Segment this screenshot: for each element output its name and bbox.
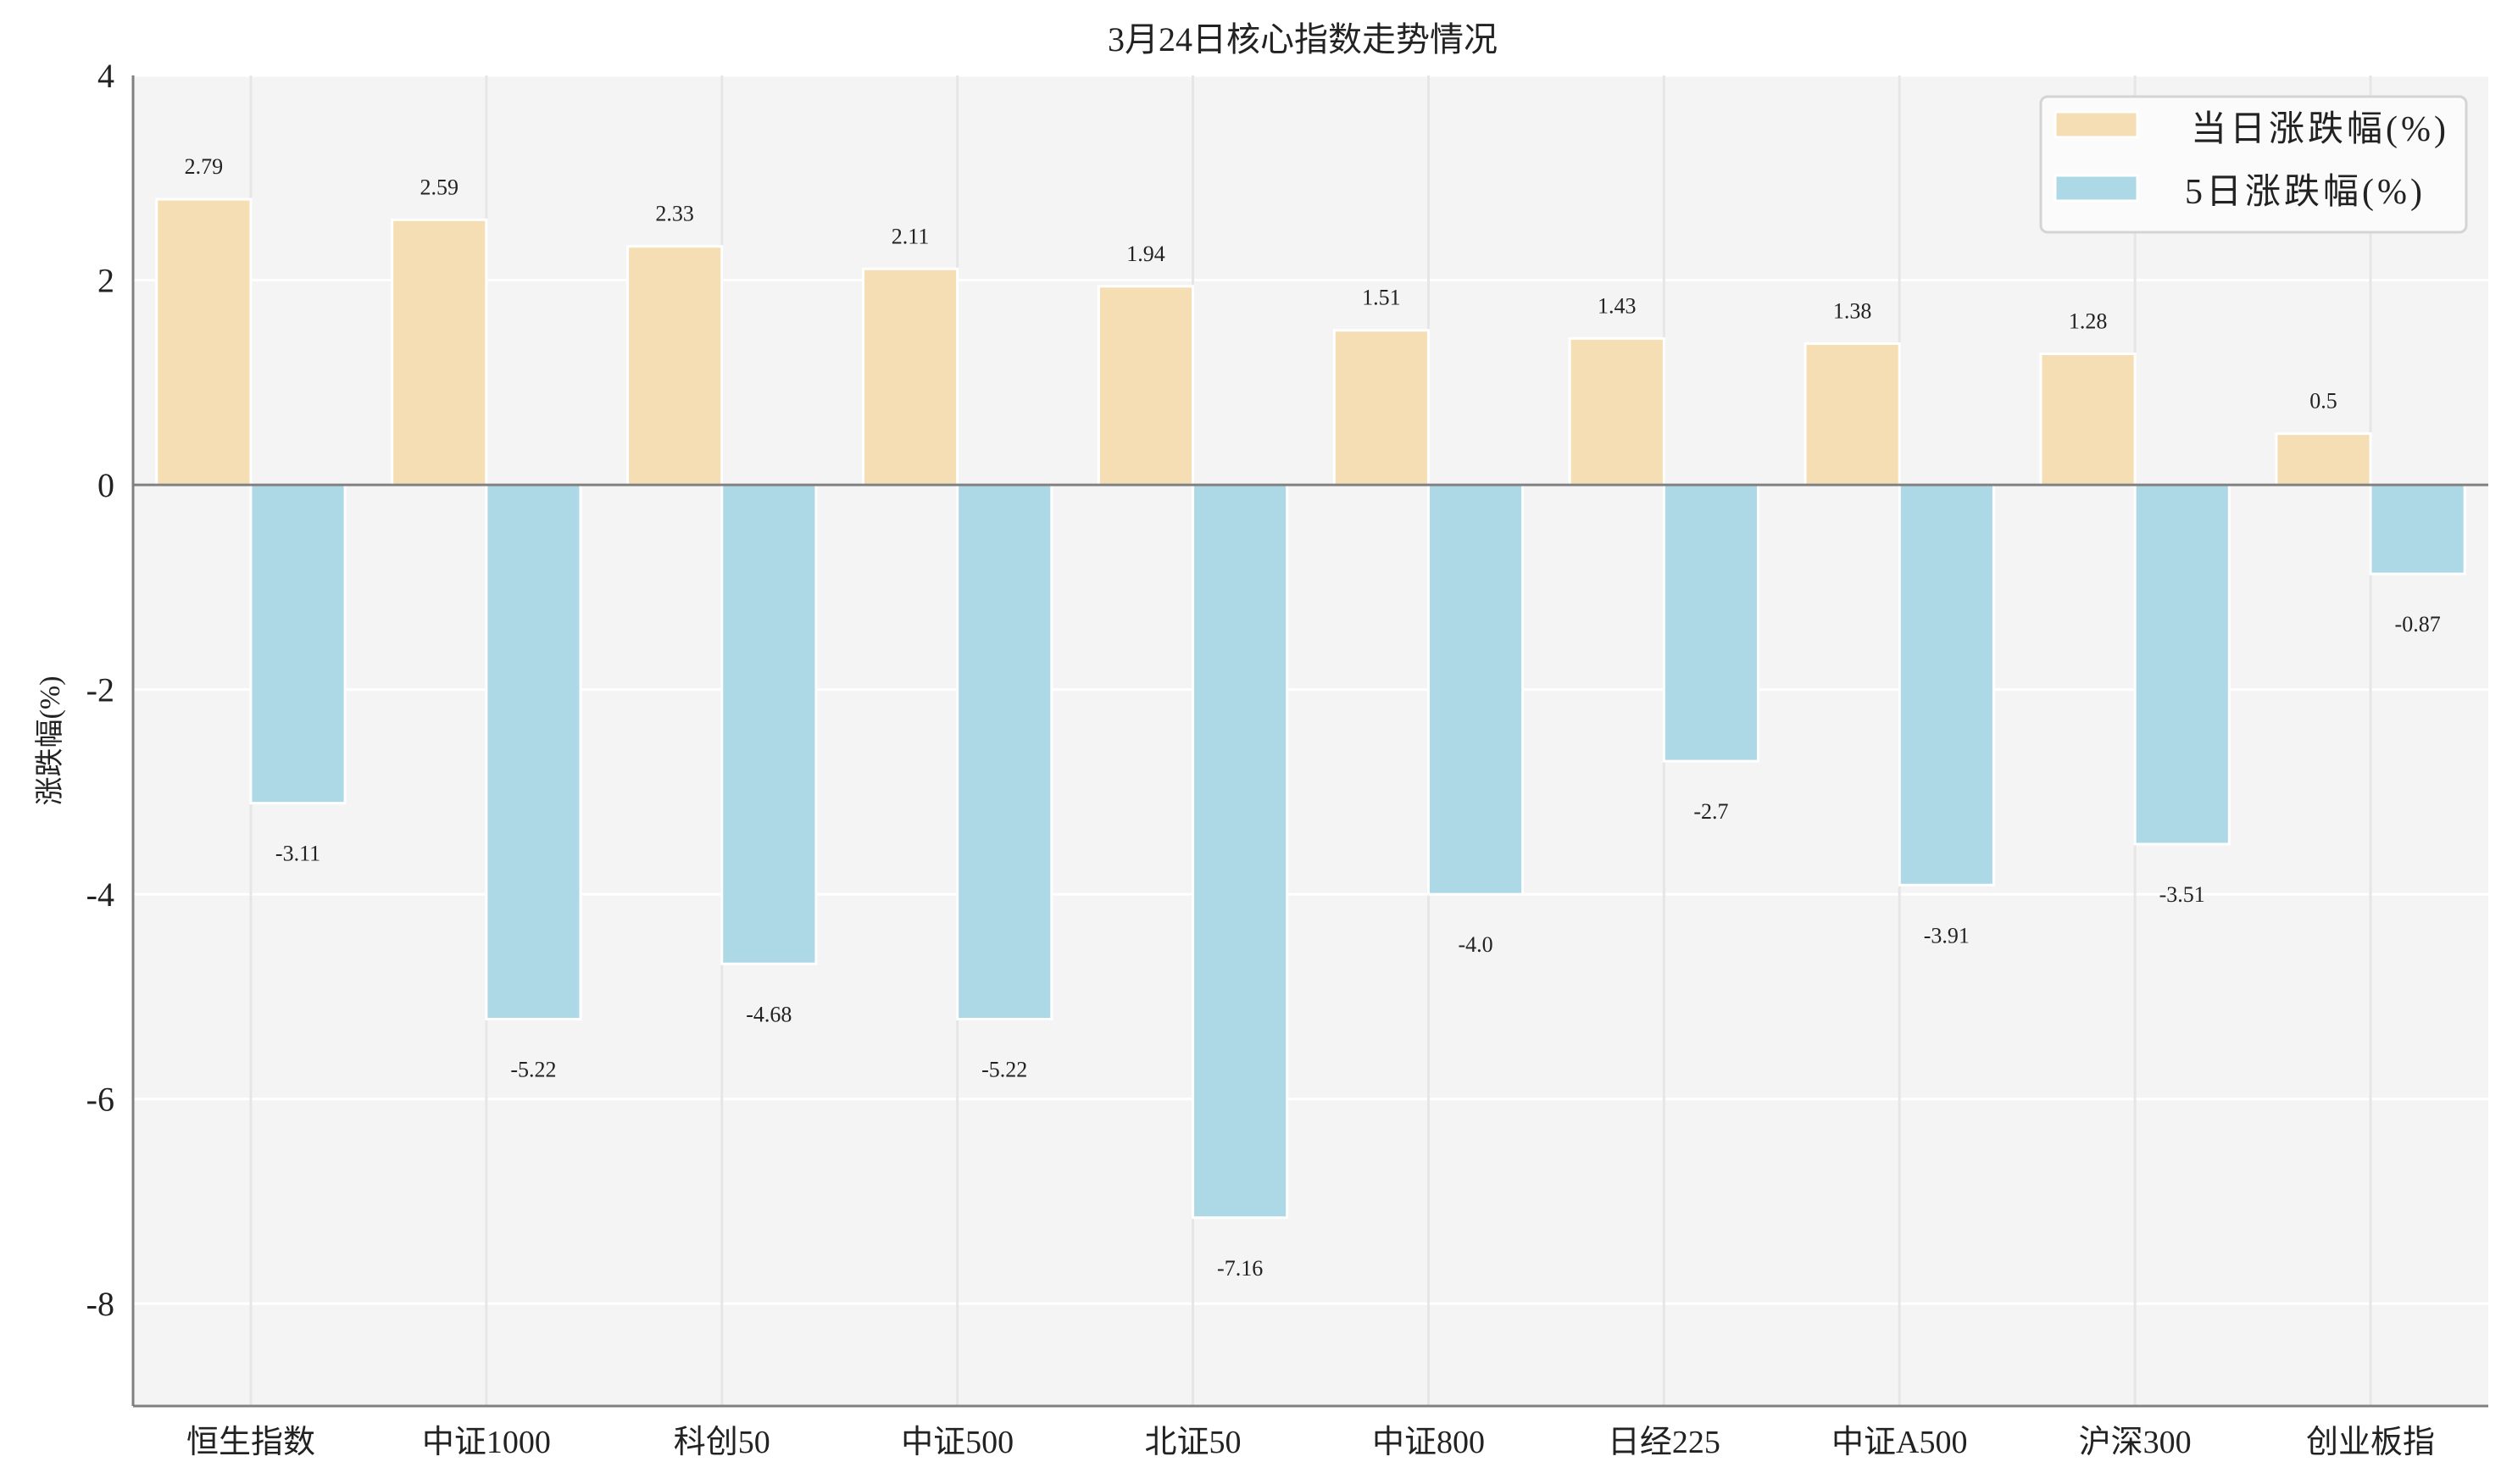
bar-day-change bbox=[391, 218, 488, 486]
y-tick-label: -4 bbox=[86, 875, 114, 914]
data-label: -2.7 bbox=[1693, 799, 1728, 824]
bar-5day-change bbox=[2369, 483, 2466, 575]
x-tick-label: 中证800 bbox=[1372, 1425, 1485, 1460]
data-label: 2.79 bbox=[185, 154, 224, 179]
data-label: 1.43 bbox=[1598, 293, 1637, 318]
data-label: 2.59 bbox=[420, 175, 459, 199]
data-label: -3.11 bbox=[275, 842, 320, 866]
y-tick-label: -2 bbox=[86, 671, 114, 709]
data-label: -5.22 bbox=[510, 1057, 556, 1081]
chart-title: 3月24日核心指数走势情况 bbox=[1108, 20, 1498, 58]
legend-label-5day: 5日涨跌幅(%) bbox=[2185, 173, 2426, 212]
data-label: -3.51 bbox=[2159, 882, 2205, 907]
legend-swatch-day bbox=[2054, 110, 2139, 139]
x-tick-label: 沪深300 bbox=[2079, 1425, 2192, 1460]
y-axis-label: 涨跌幅(%) bbox=[34, 676, 66, 806]
bars bbox=[155, 197, 2466, 1220]
bar-day-change bbox=[861, 267, 959, 486]
bar-5day-change bbox=[1898, 483, 1995, 887]
bar-5day-change bbox=[485, 483, 582, 1020]
bar-day-change bbox=[1803, 342, 1901, 486]
x-tick-label: 创业板指 bbox=[2306, 1425, 2435, 1460]
x-tick-label: 科创50 bbox=[674, 1425, 770, 1460]
bar-5day-change bbox=[1426, 483, 1525, 896]
bar-5day-change bbox=[2133, 483, 2231, 846]
bar-day-change bbox=[1568, 336, 1665, 486]
data-label: 1.28 bbox=[2069, 308, 2108, 333]
data-label: 0.5 bbox=[2309, 389, 2337, 414]
bar-day-change bbox=[2275, 432, 2372, 486]
x-tick-label: 中证500 bbox=[901, 1425, 1014, 1460]
data-label: -3.91 bbox=[1924, 923, 1970, 948]
x-tick-label: 北证50 bbox=[1145, 1425, 1242, 1460]
bar-5day-change bbox=[956, 483, 1053, 1020]
data-label: 2.33 bbox=[655, 202, 694, 226]
data-label: 1.51 bbox=[1362, 286, 1401, 310]
bar-day-change bbox=[155, 197, 253, 486]
legend: 当日涨跌幅(%) 5日涨跌幅(%) bbox=[2039, 95, 2468, 234]
axes: 4 2 0 -2 -4 -6 -8 恒生指数 中证1000 科创50 中证500 北证50 中证800 日… bbox=[86, 57, 2488, 1460]
data-labels: 2.79 2.59 2.33 2.11 1.94 1.51 1.43 1.38 1.28 0.5 -… bbox=[185, 154, 2441, 1281]
data-label: 1.38 bbox=[1833, 298, 1872, 323]
y-tick-label: 0 bbox=[97, 466, 114, 504]
y-tick-label: -6 bbox=[86, 1081, 114, 1119]
x-tick-label: 日经225 bbox=[1608, 1425, 1720, 1460]
data-label: -4.68 bbox=[746, 1002, 792, 1026]
bar-day-change bbox=[626, 245, 724, 486]
data-label: 1.94 bbox=[1126, 242, 1165, 266]
bar-5day-change bbox=[249, 483, 347, 805]
legend-label-day: 当日涨跌幅(%) bbox=[2191, 110, 2449, 149]
data-label: -7.16 bbox=[1217, 1256, 1263, 1281]
bar-5day-change bbox=[1662, 483, 1760, 763]
bar-day-change bbox=[2039, 352, 2137, 486]
x-tick-label: 中证A500 bbox=[1831, 1425, 1967, 1460]
data-label: 2.11 bbox=[892, 224, 930, 248]
y-tick-label: 2 bbox=[97, 262, 114, 300]
data-label: -5.22 bbox=[981, 1057, 1027, 1081]
x-tick-label: 恒生指数 bbox=[186, 1425, 315, 1460]
y-tick-label: 4 bbox=[97, 57, 114, 95]
data-label: -4.0 bbox=[1458, 932, 1492, 957]
legend-box bbox=[2039, 95, 2468, 234]
bar-day-change bbox=[1332, 329, 1430, 486]
legend-swatch-5day bbox=[2054, 174, 2139, 203]
x-tick-label: 中证1000 bbox=[422, 1425, 551, 1460]
y-tick-label: -8 bbox=[86, 1285, 114, 1323]
bar-5day-change bbox=[720, 483, 818, 965]
bar-5day-change bbox=[1192, 483, 1289, 1220]
data-label: -0.87 bbox=[2395, 612, 2441, 636]
bar-day-change bbox=[1097, 285, 1195, 486]
